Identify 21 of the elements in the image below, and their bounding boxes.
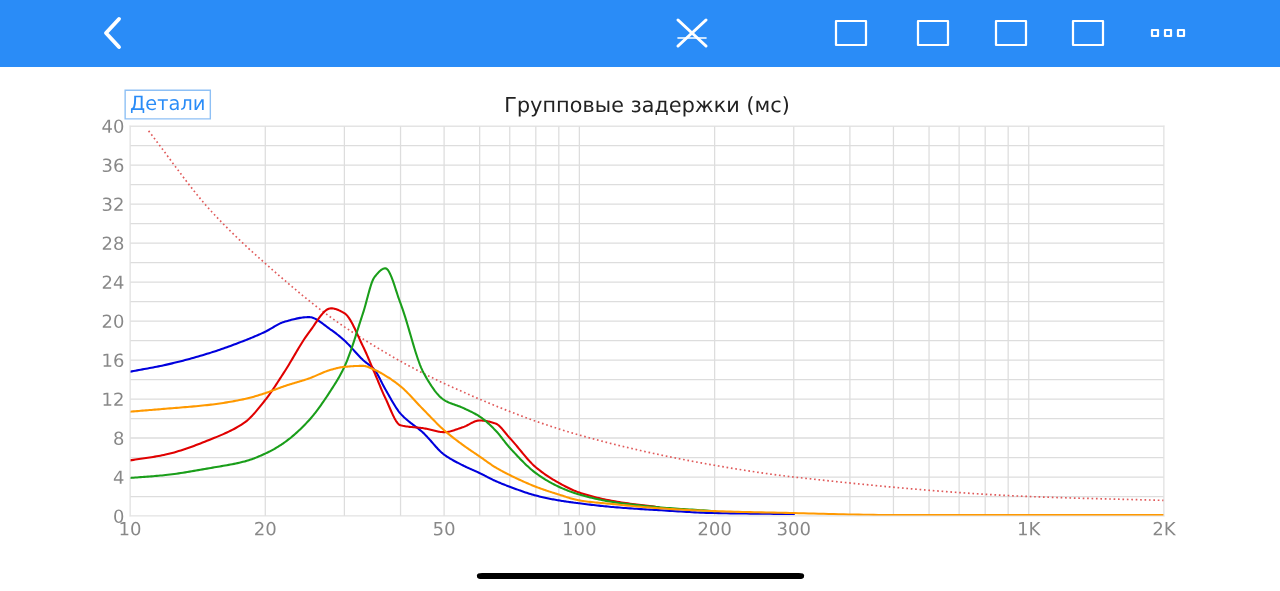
chart-title: Групповые задержки (мс): [506, 96, 789, 117]
x-tick-label: 50: [434, 521, 455, 536]
y-tick-label: 8: [114, 431, 124, 446]
x-tick-label: 20: [255, 521, 276, 536]
x-tick-label: 200: [698, 521, 731, 536]
x-tick-label: 2K: [1153, 521, 1177, 536]
x-tick-label: 10: [120, 521, 141, 536]
y-tick-label: 40: [102, 119, 124, 134]
y-tick-label: 16: [103, 353, 124, 368]
x-tick-label: 100: [564, 521, 596, 536]
y-tick-label: 12: [103, 392, 123, 406]
y-tick-label: 36: [102, 158, 124, 173]
y-tick-label: 24: [102, 275, 124, 289]
y-tick-label: 28: [102, 236, 124, 251]
x-tick-label: 1K: [1019, 522, 1041, 536]
y-tick-label: 0: [114, 509, 124, 524]
y-tick-label: 32: [102, 197, 123, 212]
y-tick-label: 4: [113, 470, 124, 484]
text: Детали: [130, 95, 204, 113]
x-tick-label: 300: [777, 521, 810, 536]
y-tick-label: 20: [102, 314, 124, 329]
